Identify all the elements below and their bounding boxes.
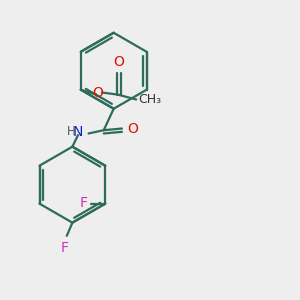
Text: H: H — [67, 125, 76, 138]
Text: O: O — [127, 122, 138, 136]
Text: O: O — [113, 55, 124, 69]
Text: N: N — [73, 125, 83, 139]
Text: F: F — [61, 241, 68, 255]
Text: CH₃: CH₃ — [139, 93, 162, 106]
Text: F: F — [80, 196, 88, 210]
Text: O: O — [92, 86, 104, 100]
